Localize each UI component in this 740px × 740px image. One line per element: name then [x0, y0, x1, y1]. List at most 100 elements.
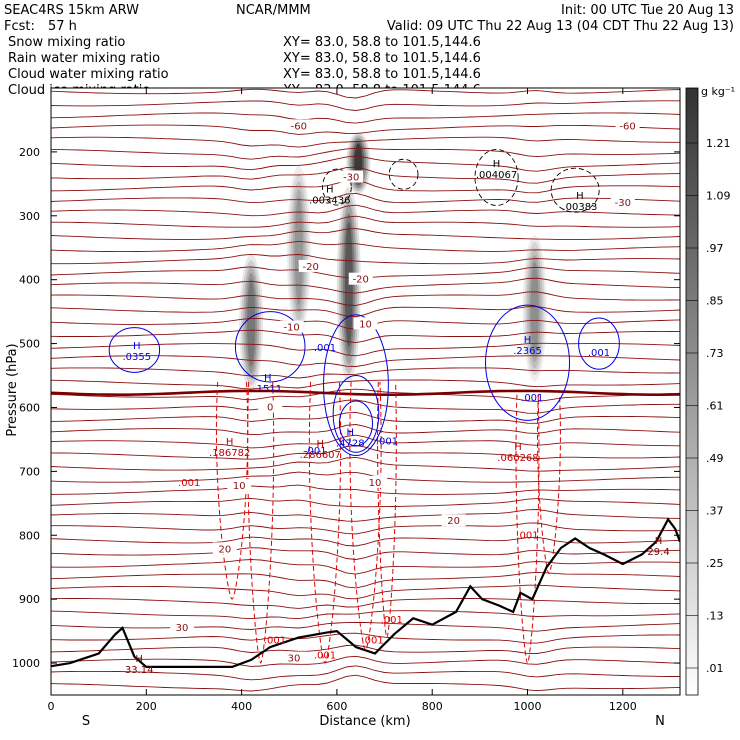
- isoline-label: 30: [176, 623, 189, 634]
- temperature-isoline: [51, 444, 680, 460]
- colorbar-level: .97: [706, 242, 724, 255]
- y-tick-label: 800: [19, 529, 40, 542]
- maximum-value: .060268: [497, 453, 538, 464]
- isoline-label-bg: [279, 320, 304, 333]
- x-tick-label: 600: [326, 700, 347, 713]
- field-label: Rain water mixing ratio: [8, 51, 160, 66]
- temperature-isoline: [51, 509, 680, 522]
- contour-value-label: .001: [362, 636, 384, 647]
- temperature-isoline: [51, 136, 680, 148]
- field-xy-range: XY= 83.0, 58.8 to 101.5,144.6: [283, 35, 481, 50]
- cloud-ice-contour: [474, 149, 519, 206]
- organization: NCAR/MMM: [236, 3, 311, 18]
- field-xy-range: XY= 83.0, 58.8 to 101.5,144.6: [283, 67, 481, 82]
- isoline-label-bg: [348, 272, 373, 285]
- cloud-water-contour: [578, 317, 620, 370]
- temperature-isoline: [51, 88, 680, 99]
- isoline-label-bg: [353, 317, 378, 330]
- contour-value-label: .001: [588, 348, 610, 359]
- x-axis: 0 200 400 600 800 1000 1200: [48, 88, 637, 713]
- temperature-isoline: [51, 621, 680, 632]
- snow-core: [247, 279, 256, 367]
- north-label: N: [655, 714, 665, 729]
- maximum-value: .004067: [476, 170, 517, 181]
- cloud-ice-contour: [322, 168, 352, 206]
- isoline-label: 20: [219, 544, 232, 555]
- rain-water-contour: [349, 381, 382, 651]
- maximum-marker: H: [493, 159, 501, 170]
- init-time: Init: 00 UTC Tue 20 Aug 13: [561, 3, 734, 18]
- temperature-isoline: [51, 584, 680, 600]
- rain-water-contour: [515, 394, 540, 664]
- x-tick-label: 0: [48, 700, 55, 713]
- isoline-label: 10: [359, 319, 372, 330]
- isoline-label: 10: [233, 481, 246, 492]
- field-xy-range: XY= 83.0, 58.8 to 101.5,144.6: [283, 51, 481, 66]
- cloud-water-contour: [234, 311, 306, 383]
- colorbar-level: 1.21: [706, 137, 731, 150]
- colorbar: g kg⁻¹ 1.21 1.09 .97 .85 .73 .61 .49 .37 .25 .13.…: [685, 85, 735, 696]
- temperature-isoline: [51, 497, 680, 508]
- temperature-isoline: [51, 112, 680, 124]
- temperature-isoline: [51, 655, 680, 667]
- temperature-isoline: [51, 456, 680, 472]
- cloud-ice-contour: [550, 167, 600, 213]
- maximum-marker: H: [346, 427, 354, 438]
- y-tick-label: 500: [19, 338, 40, 351]
- maximum-marker: H: [655, 536, 663, 547]
- rain-water-contour: [308, 381, 342, 664]
- maximum-value: 29.4: [647, 547, 669, 558]
- contour-value-label: .001: [304, 446, 326, 457]
- snow-core: [294, 196, 303, 305]
- temperature-isoline: [51, 342, 680, 357]
- maximum-marker: H: [226, 437, 234, 448]
- freezing-level-line: [51, 389, 680, 396]
- x-tick-label: 200: [136, 700, 157, 713]
- rain-water-contour: [536, 394, 561, 575]
- temperature-isoline: [51, 379, 680, 390]
- temperature-isoline: [51, 253, 680, 265]
- contour-value-label: .001: [314, 343, 336, 354]
- x-tick-label: 800: [422, 700, 443, 713]
- forecast-hour: 57 h: [48, 19, 77, 34]
- header: SEAC4RS 15km ARW NCAR/MMM Init: 00 UTC T…: [4, 3, 734, 98]
- temperature-isoline: [51, 355, 680, 367]
- field-label: Cloud water mixing ratio: [8, 67, 169, 82]
- temperature-isoline: [51, 228, 680, 240]
- temperature-isoline: [51, 306, 680, 318]
- temperature-isoline: [51, 388, 680, 402]
- colorbar-level: 1.09: [706, 190, 731, 203]
- temperature-isoline: [51, 179, 680, 194]
- isoline-label: 30: [288, 654, 301, 665]
- temperature-isoline: [51, 155, 680, 172]
- isoline-label-bg: [258, 400, 283, 413]
- temperature-isoline: [51, 291, 680, 306]
- temperature-isoline: [51, 215, 680, 228]
- isoline-label: -10: [283, 323, 299, 334]
- temperature-isoline: [51, 192, 680, 204]
- colorbar-level: .73: [706, 347, 724, 360]
- forecast-label: Fcst:: [4, 19, 35, 34]
- colorbar-level: .61: [706, 400, 724, 413]
- contour-value-label: .001: [516, 530, 538, 541]
- maximum-marker: H: [135, 654, 143, 665]
- isoline-label: 10: [369, 478, 382, 489]
- terrain-line: [51, 517, 680, 668]
- x-axis-label: Distance (km): [319, 714, 410, 729]
- temperature-isoline: [51, 329, 680, 344]
- cloud-water-contour: [485, 304, 571, 421]
- temperature-isoline: [51, 471, 680, 483]
- colorbar-level: .37: [706, 505, 724, 518]
- cloud-ice-contours: [322, 149, 600, 213]
- x-tick-label: 1000: [514, 700, 542, 713]
- isoline-label-bg: [615, 119, 640, 132]
- colorbar-level: .01: [706, 662, 724, 675]
- temperature-isoline: [51, 147, 680, 160]
- isoline-label-bg: [339, 170, 364, 183]
- maximum-value: .1511: [253, 384, 282, 395]
- south-label: S: [82, 714, 90, 729]
- isoline-label-bg: [298, 259, 323, 272]
- contour-value-label: .001: [376, 436, 398, 447]
- y-tick-label: 900: [19, 593, 40, 606]
